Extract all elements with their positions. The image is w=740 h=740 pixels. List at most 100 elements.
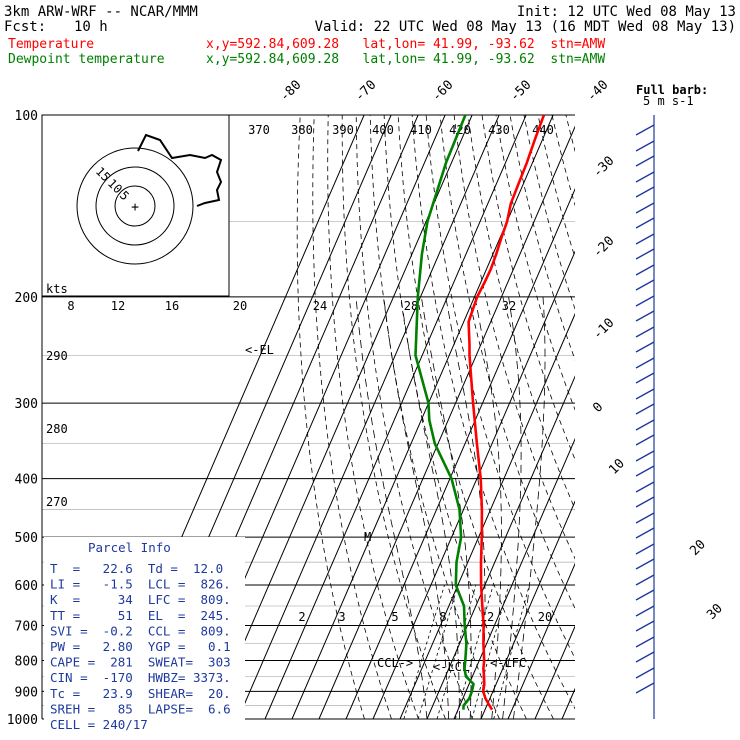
theta-e-label-4: 410 [410, 123, 432, 137]
dry-adiabat-440 [565, 115, 575, 153]
dry-adiabat-360 [453, 115, 575, 560]
barb-legend-title: Full barb: [636, 83, 708, 97]
wind-barb [635, 140, 655, 152]
theta-e-label-1: 380 [291, 123, 313, 137]
dry-adiabat-label-2: 270 [46, 495, 68, 509]
dry-adiabat-330 [411, 115, 575, 710]
wind-barb [635, 186, 655, 198]
parcel-row-7: CIN = -170 HWBZ= 3373. [50, 670, 231, 685]
wind-barb [635, 155, 655, 167]
pressure-label-1000: 1000 [7, 713, 38, 728]
parcel-row-9: SREH = 85 LAPSE= 6.6 [50, 701, 231, 716]
dry-adiabat-290 [355, 115, 473, 720]
hodo-trace [137, 133, 223, 207]
isotherm-label-top-4: -40 [584, 78, 611, 105]
wind-barb [635, 605, 655, 617]
wind-barb [635, 636, 655, 648]
valid-time: Valid: 22 UTC Wed 08 May 13 (16 MDT Wed … [314, 19, 736, 35]
hodo-ring-0 [114, 185, 156, 227]
wind-barb [635, 310, 655, 322]
wind-barb [635, 667, 655, 679]
isotherm--50 [291, 115, 554, 720]
theta-mid-label-5: 28 [404, 299, 418, 313]
sounding-profiles [414, 115, 546, 711]
wind-barb [635, 558, 655, 570]
isotherm-10 [453, 437, 575, 720]
isotherm-label-right-6: 30 [704, 601, 726, 623]
init-time: Init: 12 UTC Wed 08 May 13 [516, 4, 736, 20]
isotherm--40 [318, 125, 575, 720]
parcel-info-box: Parcel Info T = 22.6 Td = 12.0LI = -1.5 L… [44, 537, 245, 732]
mixing-ratio-label-0: 2 [298, 610, 305, 624]
el-marker: <-EL [245, 343, 274, 357]
forecast-hour: 10 h [74, 19, 108, 35]
wind-barb [635, 682, 655, 694]
wind-barb [635, 171, 655, 183]
isotherm-label-top-3: -50 [507, 78, 534, 105]
parcel-row-10: CELL = 240/17 [50, 717, 148, 732]
temperature-legend: Temperature [8, 37, 95, 52]
parcel-box-bg [44, 537, 245, 727]
isotherm--30 [345, 188, 575, 720]
theta-e-label-6: 430 [488, 123, 510, 137]
wind-barb [635, 233, 655, 245]
isotherm-50 [561, 687, 575, 720]
pressure-label-400: 400 [15, 473, 38, 488]
isotherm-label-top-0: -80 [277, 78, 304, 105]
forecast-label: Fcst: [4, 19, 47, 35]
wind-barb [635, 403, 655, 415]
dry-adiabat-410 [523, 115, 575, 311]
pressure-label-800: 800 [15, 654, 38, 669]
pressure-label-600: 600 [15, 579, 38, 594]
wind-barb [635, 326, 655, 338]
isotherm-label-top-1: -70 [352, 78, 379, 105]
dry-adiabat-label-0: 290 [46, 349, 68, 363]
wind-barb [635, 527, 655, 539]
mixing-ratio-label-2: 5 [391, 610, 398, 624]
wind-barb [635, 481, 655, 493]
isotherm--60 [264, 115, 527, 720]
theta-mid-label-2: 16 [165, 299, 179, 313]
hodo-ring-1 [95, 166, 175, 246]
isotherm-label-right-1: -20 [590, 234, 617, 261]
hodo-axis-label: kts [46, 282, 68, 296]
mixing-ratio-20 [493, 584, 530, 720]
dry-adiabat-450 [580, 115, 740, 719]
dry-adiabat-280 [341, 115, 446, 720]
wind-barb [635, 295, 655, 307]
hodo-ring-2 [76, 147, 194, 265]
temperature-profile [467, 115, 546, 711]
wind-barb [635, 651, 655, 663]
pressure-label-200: 200 [15, 291, 38, 306]
wind-barb [635, 341, 655, 353]
wind-barb [635, 202, 655, 214]
theta-mid-label-6: 32 [502, 299, 516, 313]
dry-adiabat-250 [296, 115, 365, 720]
wind-barb [635, 543, 655, 555]
wind-barb [635, 589, 655, 601]
theta-e-label-3: 400 [372, 123, 394, 137]
barb-legend-units: 5 m s-1 [643, 94, 694, 108]
isotherm-0 [426, 375, 575, 720]
parcel-row-5: PW = 2.80 YGP = 0.1 [50, 639, 231, 654]
parcel-row-2: K = 34 LFC = 809. [50, 592, 231, 607]
wind-barb [635, 248, 655, 260]
isotherm-label-right-3: 0 [590, 400, 606, 416]
isotherm-20 [480, 500, 575, 720]
dry-adiabat-350 [439, 115, 575, 610]
parcel-row-1: LI = -1.5 LCL = 826. [50, 577, 231, 592]
wind-barb [635, 279, 655, 291]
pressure-label-900: 900 [15, 685, 38, 700]
lcl-marker: <-LCL [433, 660, 469, 674]
wind-barb [635, 450, 655, 462]
theta-e-label-2: 390 [332, 123, 354, 137]
theta-e-label-0: 370 [248, 123, 270, 137]
dewpoint-location: x,y=592.84,609.28 lat,lon= 41.99, -93.62… [206, 52, 606, 67]
temperature-location: x,y=592.84,609.28 lat,lon= 41.99, -93.62… [206, 37, 606, 52]
parcel-row-6: CAPE = 281 SWEAT= 303 [50, 655, 231, 670]
parcel-row-0: T = 22.6 Td = 12.0 [50, 561, 223, 576]
dry-adiabat-370 [467, 115, 575, 510]
wind-barb [635, 388, 655, 400]
